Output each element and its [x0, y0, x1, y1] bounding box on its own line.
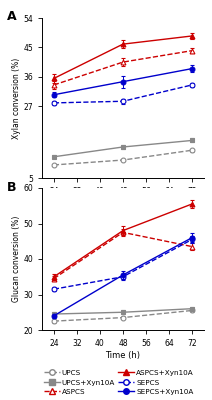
Text: A: A — [7, 10, 17, 23]
X-axis label: Time (h): Time (h) — [105, 199, 141, 208]
Text: B: B — [7, 181, 17, 194]
Y-axis label: Glucan conversion (%): Glucan conversion (%) — [12, 216, 21, 302]
X-axis label: Time (h): Time (h) — [105, 351, 141, 360]
Y-axis label: Xylan conversion (%): Xylan conversion (%) — [12, 57, 21, 139]
Legend: UPCS, UPCS+Xyn10A, ASPCS, ASPCS+Xyn10A, SEPCS, SEPCS+Xyn10A: UPCS, UPCS+Xyn10A, ASPCS, ASPCS+Xyn10A, … — [42, 368, 195, 396]
